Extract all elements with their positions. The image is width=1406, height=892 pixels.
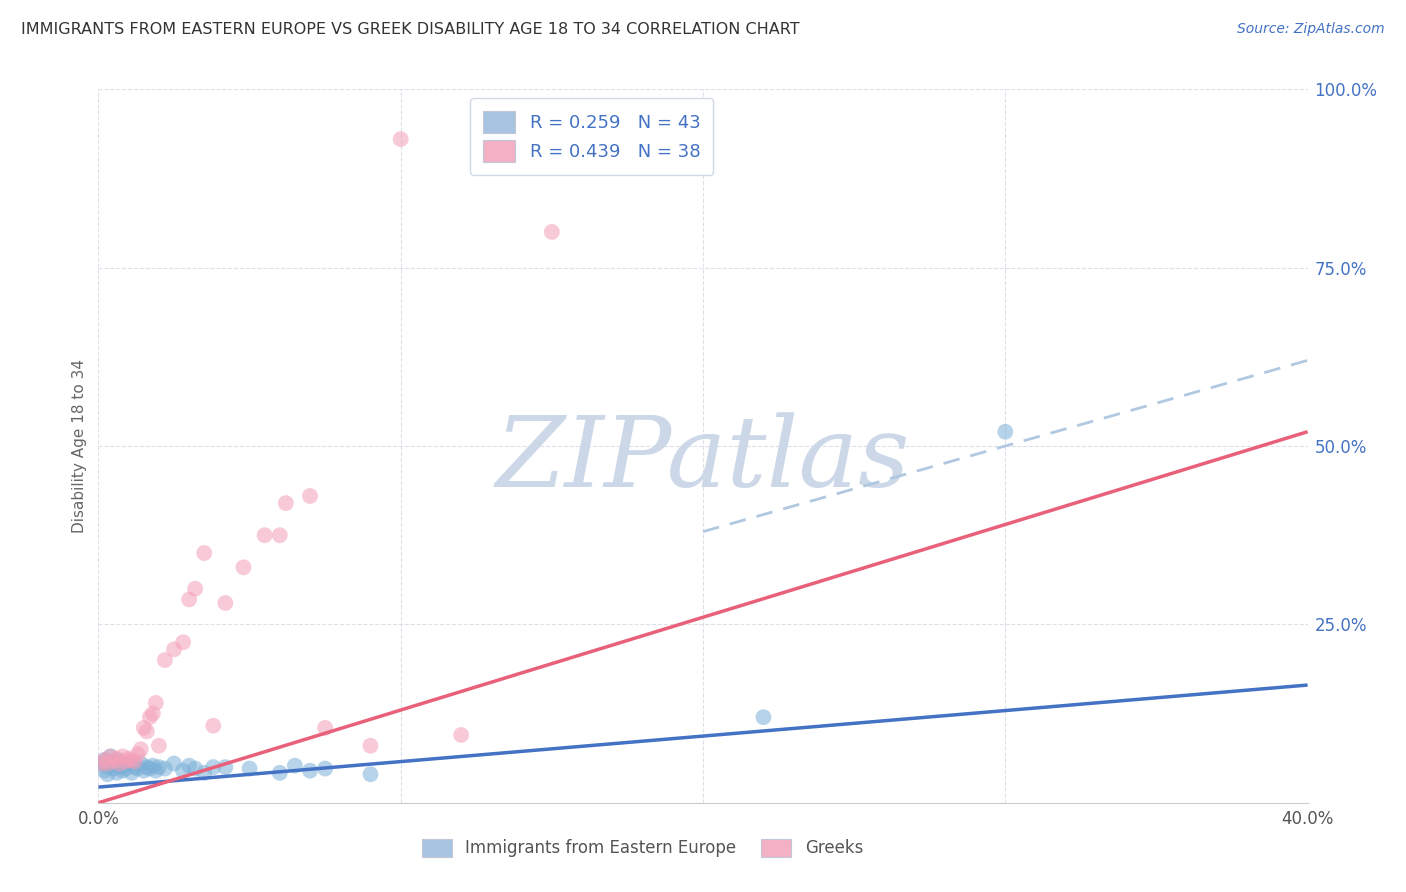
Point <box>100 749 122 764</box>
Point <box>153 762 176 776</box>
Point <box>202 719 225 733</box>
Point <box>360 767 382 781</box>
Point <box>132 721 155 735</box>
Point <box>93 753 115 767</box>
Point <box>163 642 186 657</box>
Point <box>111 749 134 764</box>
Legend: Immigrants from Eastern Europe, Greeks: Immigrants from Eastern Europe, Greeks <box>413 830 872 866</box>
Point <box>135 760 157 774</box>
Point <box>142 758 165 772</box>
Point <box>100 756 122 771</box>
Point <box>172 764 194 778</box>
Point <box>139 762 162 776</box>
Point <box>269 765 291 780</box>
Point <box>121 753 143 767</box>
Point <box>142 706 165 721</box>
Text: Source: ZipAtlas.com: Source: ZipAtlas.com <box>1237 22 1385 37</box>
Point <box>114 755 136 769</box>
Point <box>118 751 141 765</box>
Point <box>172 635 194 649</box>
Point <box>314 721 336 735</box>
Point <box>127 747 149 762</box>
Point <box>360 739 382 753</box>
Point <box>193 546 215 560</box>
Point <box>103 756 125 771</box>
Point <box>124 755 146 769</box>
Point <box>114 762 136 776</box>
Point <box>193 765 215 780</box>
Point <box>269 528 291 542</box>
Point <box>253 528 276 542</box>
Point <box>93 764 115 778</box>
Point <box>108 756 131 771</box>
Point <box>284 758 307 772</box>
Point <box>96 767 118 781</box>
Point <box>184 582 207 596</box>
Point <box>118 756 141 771</box>
Point <box>103 755 125 769</box>
Point <box>214 596 236 610</box>
Text: ZIPatlas: ZIPatlas <box>496 413 910 508</box>
Point <box>214 760 236 774</box>
Point <box>93 753 115 767</box>
Point <box>232 560 254 574</box>
Point <box>129 756 152 771</box>
Point <box>145 696 167 710</box>
Point <box>239 762 262 776</box>
Point <box>96 756 118 771</box>
Point <box>103 762 125 776</box>
Point <box>179 758 201 772</box>
Point <box>121 765 143 780</box>
Y-axis label: Disability Age 18 to 34: Disability Age 18 to 34 <box>72 359 87 533</box>
Point <box>389 132 412 146</box>
Point <box>105 753 128 767</box>
Point <box>108 760 131 774</box>
Point <box>163 756 186 771</box>
Point <box>139 710 162 724</box>
Point <box>202 760 225 774</box>
Point <box>111 764 134 778</box>
Point <box>540 225 562 239</box>
Point <box>153 653 176 667</box>
Text: IMMIGRANTS FROM EASTERN EUROPE VS GREEK DISABILITY AGE 18 TO 34 CORRELATION CHAR: IMMIGRANTS FROM EASTERN EUROPE VS GREEK … <box>21 22 800 37</box>
Point <box>111 758 134 772</box>
Point <box>105 765 128 780</box>
Point <box>96 760 118 774</box>
Point <box>135 724 157 739</box>
Point <box>179 592 201 607</box>
Point <box>450 728 472 742</box>
Point <box>129 742 152 756</box>
Point <box>148 739 170 753</box>
Point <box>124 760 146 774</box>
Point <box>105 751 128 765</box>
Point <box>299 764 322 778</box>
Point <box>145 764 167 778</box>
Point <box>274 496 297 510</box>
Point <box>314 762 336 776</box>
Point <box>184 762 207 776</box>
Point <box>752 710 775 724</box>
Point <box>994 425 1017 439</box>
Point <box>148 760 170 774</box>
Point <box>132 764 155 778</box>
Point <box>90 756 112 771</box>
Point <box>90 756 112 771</box>
Point <box>108 755 131 769</box>
Point <box>100 749 122 764</box>
Point <box>127 762 149 776</box>
Point <box>299 489 322 503</box>
